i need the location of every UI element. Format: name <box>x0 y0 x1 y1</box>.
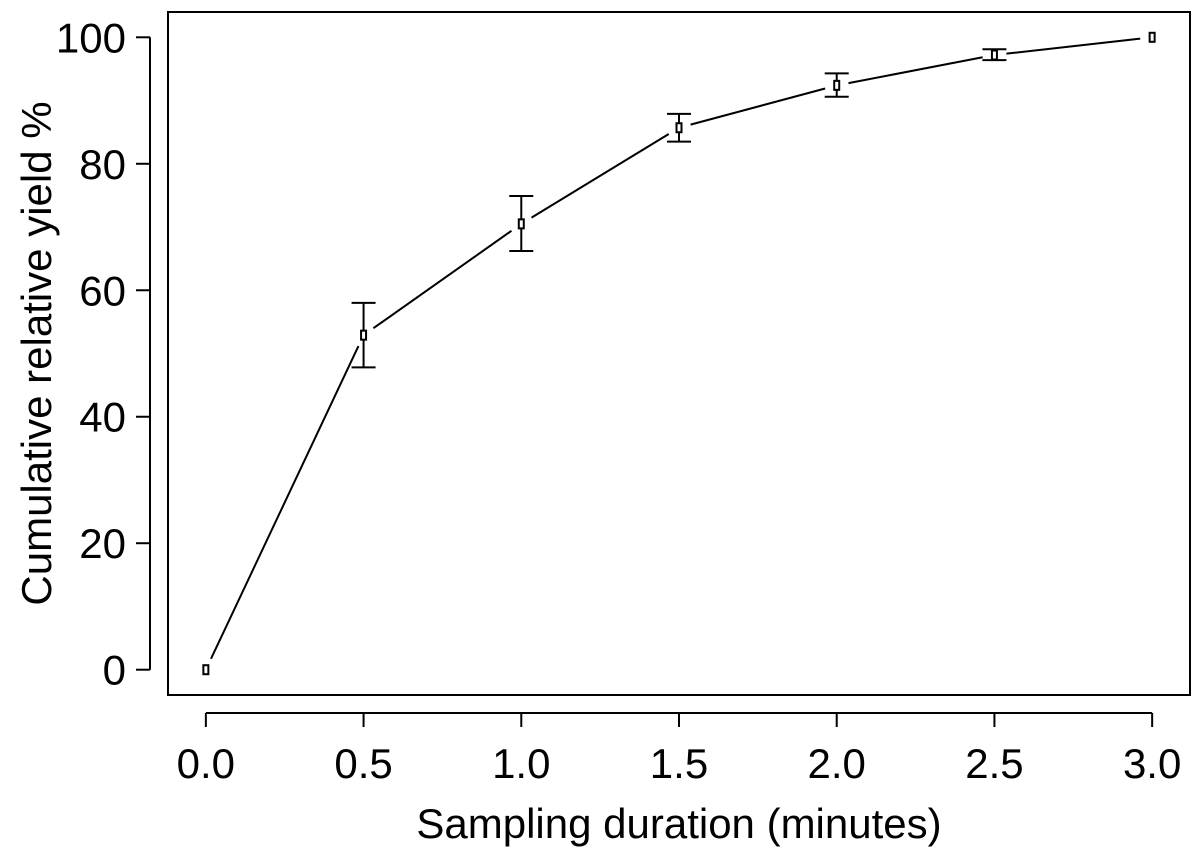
y-axis: 0 20 40 60 80 100 <box>56 14 151 694</box>
series-segment <box>1006 37 1141 55</box>
series-segment <box>210 345 360 660</box>
y-tick-label: 100 <box>56 14 126 61</box>
data-point <box>517 218 525 230</box>
y-tick-label: 40 <box>79 394 126 441</box>
x-tick-label: 3.0 <box>1123 740 1181 787</box>
x-tick-label: 1.0 <box>492 740 550 787</box>
series-segment <box>531 133 670 219</box>
y-axis-title: Cumulative relative yield % <box>13 101 60 605</box>
data-point <box>202 664 210 676</box>
data-point <box>833 79 841 91</box>
series-segment <box>690 87 826 126</box>
data-point <box>1148 31 1156 43</box>
series-segment <box>848 56 983 85</box>
x-tick-label: 0.5 <box>334 740 392 787</box>
x-tick-label: 2.0 <box>808 740 866 787</box>
plot-frame <box>167 11 1191 696</box>
data-point <box>675 122 683 134</box>
x-tick-label: 1.5 <box>650 740 708 787</box>
data-point <box>360 329 368 341</box>
y-tick-label: 20 <box>79 520 126 567</box>
y-tick-label: 60 <box>79 267 126 314</box>
x-tick-label: 0.0 <box>177 740 235 787</box>
series-segment <box>372 229 513 330</box>
x-axis-title: Sampling duration (minutes) <box>416 800 941 847</box>
data-point <box>990 49 998 61</box>
x-axis: 0.0 0.5 1.0 1.5 2.0 2.5 3.0 <box>177 712 1181 787</box>
x-tick-label: 2.5 <box>965 740 1023 787</box>
series-layer <box>202 31 1156 676</box>
y-tick-label: 80 <box>79 141 126 188</box>
y-tick-label: 0 <box>103 647 126 694</box>
